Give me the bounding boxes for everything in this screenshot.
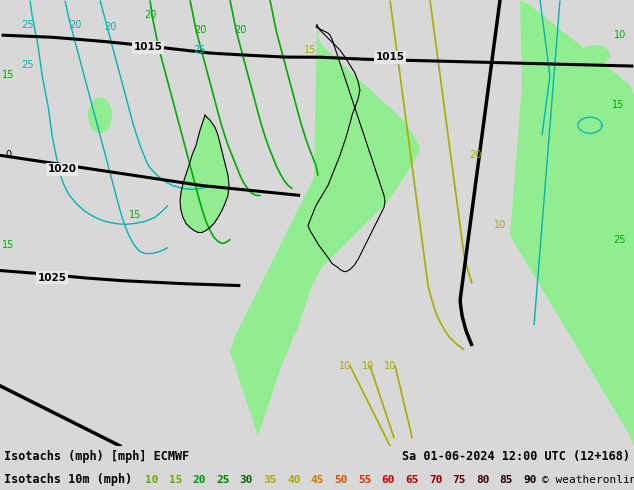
Text: 1015: 1015: [134, 42, 162, 52]
Text: 10: 10: [145, 475, 158, 485]
Polygon shape: [180, 115, 229, 232]
Polygon shape: [580, 45, 610, 65]
Text: © weatheronline.co.uk: © weatheronline.co.uk: [542, 475, 634, 485]
Text: 15: 15: [169, 475, 183, 485]
Text: 35: 35: [263, 475, 277, 485]
Polygon shape: [510, 0, 634, 446]
Text: 10: 10: [614, 30, 626, 40]
Text: 1020: 1020: [48, 164, 77, 174]
Text: 10: 10: [494, 220, 506, 230]
Text: 70: 70: [429, 475, 443, 485]
Polygon shape: [598, 97, 622, 113]
Text: 20: 20: [469, 150, 481, 160]
Text: 15: 15: [304, 45, 316, 55]
Text: Sa 01-06-2024 12:00 UTC (12+168): Sa 01-06-2024 12:00 UTC (12+168): [402, 450, 630, 464]
Text: Isotachs 10m (mph): Isotachs 10m (mph): [4, 473, 133, 487]
Text: 1025: 1025: [37, 272, 67, 283]
Text: 15: 15: [129, 210, 141, 221]
Text: 85: 85: [500, 475, 513, 485]
Text: 30: 30: [240, 475, 253, 485]
Text: 1015: 1015: [375, 52, 404, 62]
Text: 20: 20: [234, 25, 246, 35]
Text: 75: 75: [453, 475, 466, 485]
Text: 55: 55: [358, 475, 372, 485]
Polygon shape: [230, 25, 420, 436]
Text: 90: 90: [523, 475, 537, 485]
Text: 65: 65: [405, 475, 418, 485]
Text: 20: 20: [144, 10, 156, 20]
Text: 10: 10: [384, 361, 396, 371]
Text: 20: 20: [193, 475, 206, 485]
Text: 25: 25: [22, 60, 34, 70]
Text: 15: 15: [2, 241, 14, 250]
Text: 15: 15: [2, 70, 14, 80]
Polygon shape: [570, 87, 590, 103]
Text: 25: 25: [614, 236, 626, 245]
Polygon shape: [88, 97, 112, 133]
Text: Isotachs (mph) [mph] ECMWF: Isotachs (mph) [mph] ECMWF: [4, 450, 190, 464]
Text: 25: 25: [216, 475, 230, 485]
Text: 20: 20: [194, 25, 206, 35]
Text: 0: 0: [5, 150, 11, 160]
Text: 25: 25: [22, 20, 34, 30]
Text: 15: 15: [612, 100, 624, 110]
Text: 60: 60: [382, 475, 395, 485]
Text: 20: 20: [104, 22, 116, 32]
Text: 80: 80: [476, 475, 489, 485]
Text: 25: 25: [194, 45, 206, 55]
Text: 20: 20: [69, 20, 81, 30]
Text: 45: 45: [311, 475, 324, 485]
Text: 40: 40: [287, 475, 301, 485]
Text: 10: 10: [339, 361, 351, 371]
Text: 50: 50: [334, 475, 348, 485]
Text: 10: 10: [362, 361, 374, 371]
